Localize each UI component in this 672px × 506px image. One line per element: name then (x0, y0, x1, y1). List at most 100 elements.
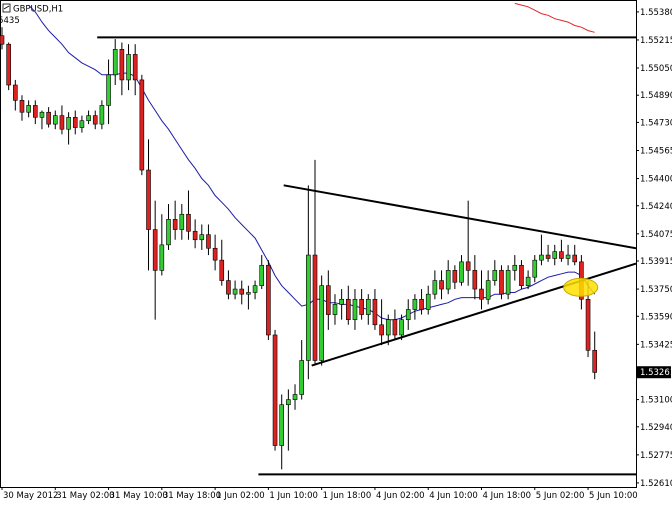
y-tick-label: 1.53915 (640, 257, 672, 267)
y-tick-label: 1.54730 (640, 118, 672, 128)
candle-body (266, 264, 271, 336)
y-tick-label: 1.54890 (640, 91, 672, 101)
candle-body (359, 298, 364, 315)
icon-line (3, 5, 10, 10)
candle-body (106, 74, 111, 106)
y-tick-label: 1.55050 (640, 64, 672, 74)
x-tick-label: 30 May 2012 (3, 491, 58, 501)
candle-body (472, 270, 478, 290)
candle-body (126, 54, 131, 81)
x-tick-label: 1 Jun 02:00 (216, 491, 265, 501)
candle-body (572, 254, 578, 263)
x-tick-label: 4 Jun 18:00 (482, 491, 531, 501)
x-tick-label: 4 Jun 10:00 (429, 491, 478, 501)
candle-body (512, 264, 518, 271)
candle-body (346, 298, 351, 320)
candle-body (139, 79, 145, 171)
candle-body (326, 285, 331, 315)
candle-body (199, 234, 205, 241)
candle-body (479, 288, 484, 300)
x-tick-label: 5 Jun 02:00 (536, 491, 585, 501)
candle-body (26, 105, 31, 113)
candle-body (259, 264, 265, 286)
candles (0, 27, 598, 470)
candle-body (592, 349, 598, 373)
candle-body (445, 270, 451, 290)
x-tick-label: 1 Jun 10:00 (269, 491, 318, 501)
icon-box (2, 3, 11, 13)
candle-body (166, 219, 171, 246)
candle-body (519, 264, 524, 286)
candle-body (432, 280, 438, 295)
candle-body (372, 298, 378, 326)
candle-body (425, 293, 431, 310)
moving-average (514, 2, 595, 33)
candle-body (186, 213, 191, 232)
y-tick-label: 1.54075 (640, 230, 672, 240)
candle-body (465, 261, 471, 271)
candle-body (399, 319, 404, 336)
candle-body (152, 229, 158, 271)
candle-body (132, 54, 138, 81)
candle-body (252, 285, 258, 293)
candle-body (32, 105, 38, 118)
x-tick-label: 31 May 10:00 (110, 491, 168, 501)
x-tick-label: 5 Jun 10:00 (589, 491, 638, 501)
candle-body (392, 319, 398, 336)
candle-body (565, 254, 571, 259)
candle-body (292, 394, 298, 400)
trend-line (283, 184, 637, 250)
candle-body (239, 288, 245, 295)
y-tick-label: 1.52610 (640, 479, 672, 489)
candle-body (159, 244, 165, 271)
candle-body (299, 360, 304, 395)
candle-body (405, 309, 411, 320)
candle-body (79, 120, 85, 128)
candle-body (365, 298, 371, 315)
candle-body (525, 276, 531, 286)
y-tick-label: 1.52775 (640, 451, 672, 461)
y-tick-label: 1.55215 (640, 36, 672, 46)
x-tick-label: 4 Jun 02:00 (376, 491, 425, 501)
candle-body (379, 324, 384, 336)
candle-body (332, 304, 338, 315)
candle-body (545, 254, 551, 259)
y-tick-label: 1.55380 (640, 8, 672, 18)
candle-body (66, 117, 71, 130)
candle-body (59, 115, 65, 130)
candle-body (439, 280, 444, 290)
y-tick-label: 1.53425 (640, 340, 672, 350)
candle-body (412, 298, 418, 310)
candle-body (172, 219, 178, 230)
candle-body (19, 100, 25, 113)
chart-title: GBPUSD,H1 (13, 5, 63, 15)
y-tick-label: 1.53100 (640, 396, 672, 406)
candle-body (46, 111, 51, 125)
candle-body (499, 270, 504, 295)
candle-body (286, 399, 291, 405)
y-tick-label: 1.54565 (640, 146, 672, 156)
candle-body (319, 285, 324, 361)
candle-body (505, 270, 511, 295)
candle-body (119, 49, 125, 81)
x-tick-label: 31 May 02:00 (56, 491, 114, 501)
title-icon (2, 3, 11, 13)
candle-body (52, 115, 58, 125)
candle-body (272, 334, 278, 446)
candle-body (192, 230, 198, 241)
candle-body (246, 292, 251, 295)
candle-body (559, 251, 564, 259)
current-price-box (637, 366, 671, 379)
candle-body (585, 298, 591, 351)
candle-body (306, 254, 311, 361)
candle-body (99, 105, 105, 125)
y-tick-label: 1.54400 (640, 175, 672, 185)
candle-body (212, 247, 218, 261)
candle-body (112, 49, 118, 76)
candle-body (485, 280, 491, 300)
candle-body (459, 261, 464, 283)
candle-body (92, 115, 98, 125)
candle-body (179, 213, 185, 230)
candle-body (219, 259, 225, 281)
candle-body (72, 117, 78, 128)
